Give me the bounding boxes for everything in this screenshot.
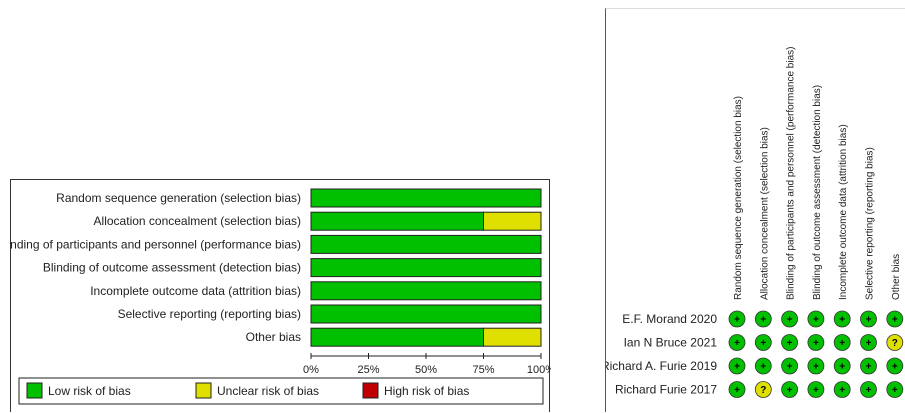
judgement-circle xyxy=(728,310,746,328)
bar-segment xyxy=(310,211,484,231)
x-tick-label: 75% xyxy=(472,364,494,376)
domain-label: Blinding of participants and personnel (… xyxy=(11,237,301,251)
judgement-circle xyxy=(833,310,851,328)
judgement-symbol: + xyxy=(839,385,845,396)
bar-segment xyxy=(483,211,542,231)
judgement-symbol: + xyxy=(839,315,845,326)
judgement-circle xyxy=(728,334,746,351)
judgement-symbol: + xyxy=(813,338,819,349)
judgement-symbol: + xyxy=(787,315,793,326)
legend-label: Unclear risk of bias xyxy=(217,384,319,398)
study-label: Ian N Bruce 2021 xyxy=(624,336,718,350)
judgement-symbol: ? xyxy=(892,338,898,349)
judgement-circle xyxy=(807,357,825,375)
judgement-symbol: + xyxy=(787,385,793,396)
judgement-circle xyxy=(728,381,746,398)
legend-swatch xyxy=(195,382,212,399)
judgement-circle xyxy=(833,357,851,375)
judgement-circle xyxy=(886,310,904,328)
study-label: E.F. Morand 2020 xyxy=(622,312,717,326)
judgement-symbol: + xyxy=(760,338,766,349)
judgement-symbol: + xyxy=(813,362,819,373)
judgement-circle xyxy=(781,334,799,351)
judgement-circle xyxy=(807,334,825,351)
x-tick-label: 50% xyxy=(415,364,437,376)
judgement-symbol: + xyxy=(866,315,872,326)
legend-label: Low risk of bias xyxy=(48,384,131,398)
study-label: Richard Furie 2017 xyxy=(615,383,717,397)
x-tick-label: 0% xyxy=(303,364,319,376)
column-header: Other bias xyxy=(891,254,902,300)
judgement-circle xyxy=(833,334,851,351)
judgement-symbol: + xyxy=(813,315,819,326)
judgement-circle xyxy=(833,381,851,398)
domain-label: Selective reporting (reporting bias) xyxy=(118,307,301,321)
judgement-symbol: + xyxy=(866,362,872,373)
risk-of-bias-bar-chart: Random sequence generation (selection bi… xyxy=(11,188,551,405)
domain-label: Allocation concealment (selection bias) xyxy=(94,214,301,228)
column-header: Blinding of outcome assessment (detectio… xyxy=(812,85,823,300)
judgement-circle xyxy=(860,357,877,375)
bar-segment xyxy=(310,188,542,208)
bar-segment xyxy=(310,304,542,324)
legend-swatch xyxy=(26,382,43,399)
judgement-circle xyxy=(860,334,877,351)
judgement-symbol: + xyxy=(787,338,793,349)
domain-label: Random sequence generation (selection bi… xyxy=(56,191,301,205)
judgement-symbol: + xyxy=(839,362,845,373)
judgement-symbol: + xyxy=(892,315,898,326)
judgement-circle xyxy=(754,357,772,375)
judgement-symbol: + xyxy=(734,315,740,326)
x-tick-label: 25% xyxy=(357,364,379,376)
legend-label: High risk of bias xyxy=(384,384,469,398)
x-tick-label: 100% xyxy=(527,364,551,376)
judgement-circle xyxy=(781,381,799,398)
column-header: Incomplete outcome data (attrition bias) xyxy=(838,124,849,300)
bar-segment xyxy=(310,281,542,301)
judgement-symbol: + xyxy=(892,362,898,373)
judgement-symbol: + xyxy=(813,385,819,396)
judgement-symbol: ? xyxy=(760,385,766,396)
judgement-circle xyxy=(781,310,799,328)
judgement-circle xyxy=(886,357,904,375)
judgement-symbol: + xyxy=(892,385,898,396)
column-header: Blinding of participants and personnel (… xyxy=(786,47,797,300)
judgement-symbol: + xyxy=(839,338,845,349)
judgement-circle xyxy=(807,310,825,328)
judgement-symbol: + xyxy=(866,338,872,349)
judgement-circle xyxy=(754,381,772,398)
judgement-symbol: + xyxy=(734,385,740,396)
domain-label: Incomplete outcome data (attrition bias) xyxy=(90,284,301,298)
judgement-symbol: + xyxy=(734,338,740,349)
judgement-circle xyxy=(886,334,904,351)
judgement-circle xyxy=(728,357,746,375)
judgement-symbol: + xyxy=(734,362,740,373)
risk-of-bias-summary: Random sequence generation (selection bi… xyxy=(605,8,905,412)
bar-segment xyxy=(310,258,542,278)
bar-segment xyxy=(310,234,542,254)
risk-of-bias-graph: Random sequence generation (selection bi… xyxy=(10,179,551,412)
judgement-symbol: + xyxy=(760,362,766,373)
bar-segment xyxy=(310,327,484,347)
judgement-symbol: + xyxy=(760,315,766,326)
column-header: Allocation concealment (selection bias) xyxy=(759,127,770,300)
judgement-circle xyxy=(860,310,877,328)
study-label: Richard A. Furie 2019 xyxy=(606,359,717,373)
column-header: Random sequence generation (selection bi… xyxy=(733,96,744,300)
legend-box xyxy=(18,377,544,405)
legend-swatch xyxy=(362,382,379,399)
judgement-circle xyxy=(781,357,799,375)
column-header: Selective reporting (reporting bias) xyxy=(865,147,876,300)
judgement-circle xyxy=(886,381,904,398)
bar-segment xyxy=(483,327,542,347)
risk-of-bias-summary-grid: Random sequence generation (selection bi… xyxy=(606,47,904,398)
judgement-circle xyxy=(807,381,825,398)
judgement-symbol: + xyxy=(787,362,793,373)
judgement-circle xyxy=(754,334,772,351)
judgement-circle xyxy=(860,381,877,398)
domain-label: Other bias xyxy=(246,330,301,344)
judgement-circle xyxy=(754,310,772,328)
domain-label: Blinding of outcome assessment (detectio… xyxy=(43,261,301,275)
judgement-symbol: + xyxy=(866,385,872,396)
